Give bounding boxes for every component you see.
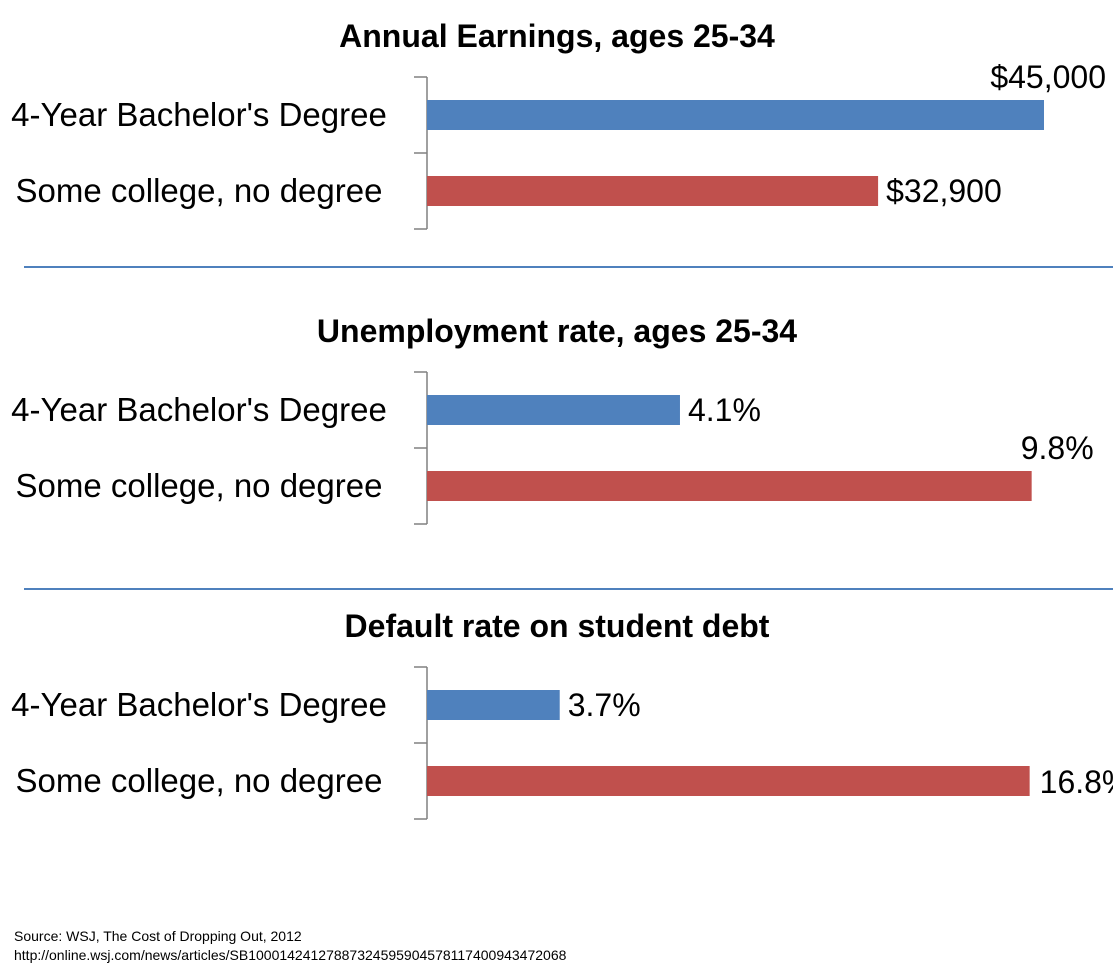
bar	[427, 690, 560, 720]
chart-panel-unemployment: Unemployment rate, ages 25-34 4-Year Bach…	[0, 295, 1113, 535]
chart-title: Default rate on student debt	[345, 608, 770, 644]
source-line: Source: WSJ, The Cost of Dropping Out, 2…	[14, 928, 302, 944]
data-label: $45,000	[990, 59, 1106, 95]
bar	[427, 176, 879, 206]
category-label: Some college, no degree	[16, 172, 383, 209]
chart-panel-earnings: Annual Earnings, ages 25-34 4-Year Bachel…	[0, 0, 1113, 240]
section-divider	[24, 588, 1113, 590]
category-label: 4-Year Bachelor's Degree	[11, 391, 387, 428]
bar	[427, 766, 1030, 796]
data-label: $32,900	[886, 173, 1002, 209]
chart-title: Unemployment rate, ages 25-34	[317, 313, 797, 349]
category-label: Some college, no degree	[16, 762, 383, 799]
data-label: 4.1%	[688, 392, 761, 428]
category-label: Some college, no degree	[16, 467, 383, 504]
bar	[427, 395, 680, 425]
data-label: 16.8%	[1040, 764, 1113, 800]
section-divider	[24, 266, 1113, 268]
chart-svg: Annual Earnings, ages 25-34 4-Year Bachel…	[11, 18, 1106, 230]
data-label: 3.7%	[568, 687, 641, 723]
chart-svg: Unemployment rate, ages 25-34 4-Year Bach…	[11, 313, 1094, 525]
bar	[427, 100, 1044, 130]
chart-svg: Default rate on student debt 4-Year Bache…	[11, 608, 1113, 820]
category-label: 4-Year Bachelor's Degree	[11, 686, 387, 723]
chart-panel-default: Default rate on student debt 4-Year Bache…	[0, 590, 1113, 830]
chart-title: Annual Earnings, ages 25-34	[339, 18, 775, 54]
bar	[427, 471, 1032, 501]
data-label: 9.8%	[1021, 430, 1094, 466]
source-url: http://online.wsj.com/news/articles/SB10…	[14, 947, 567, 963]
category-label: 4-Year Bachelor's Degree	[11, 96, 387, 133]
